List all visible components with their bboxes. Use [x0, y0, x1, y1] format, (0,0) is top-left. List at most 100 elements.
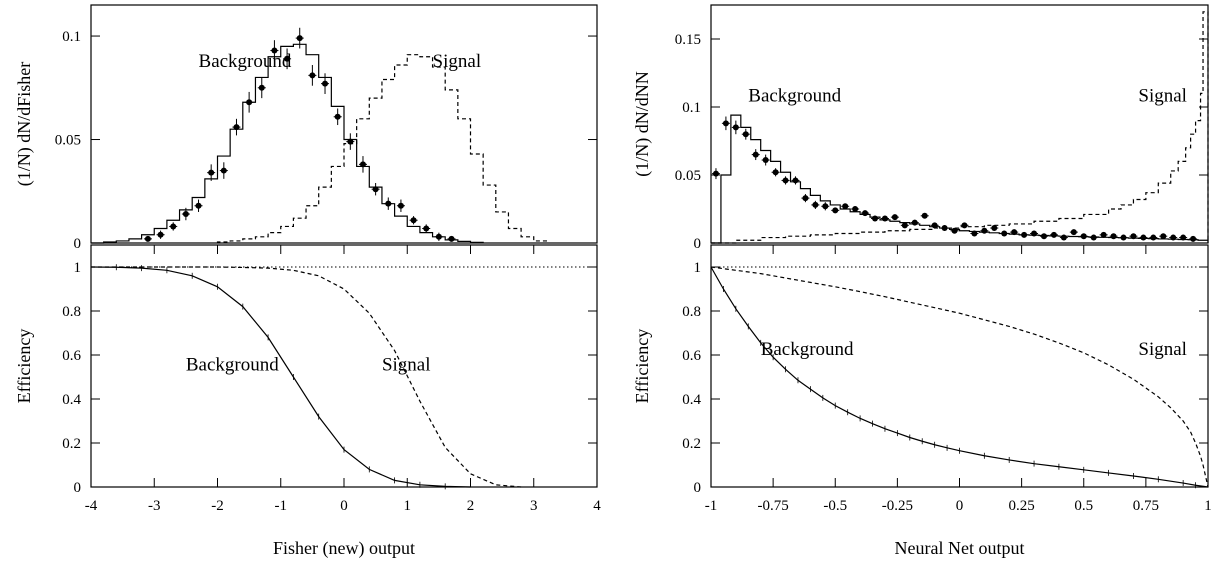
data-point — [271, 47, 278, 54]
data-point — [881, 215, 888, 222]
data-point — [1090, 234, 1097, 241]
x-tick-label: 0 — [340, 498, 348, 514]
data-point — [911, 219, 918, 226]
data-point — [842, 203, 849, 210]
annotation-background: Background — [748, 86, 841, 107]
y-tick-label: 0.05 — [675, 168, 701, 184]
data-point — [772, 169, 779, 176]
y-axis-label: (1/N) dN/dFisher — [14, 62, 35, 187]
data-point — [157, 231, 164, 238]
y-axis-label: Efficiency — [632, 329, 652, 404]
data-point — [220, 167, 227, 174]
annotation-signal: Signal — [1138, 86, 1187, 107]
annotation-signal: Signal — [433, 51, 482, 72]
series-background-eff — [710, 266, 1209, 488]
data-point — [359, 161, 366, 168]
x-tick-label: 1 — [404, 498, 412, 514]
data-point — [296, 35, 303, 42]
y-tick-label: 0.4 — [62, 392, 81, 408]
y-tick-label: 0.4 — [682, 392, 701, 408]
y-tick-label: 0 — [74, 236, 82, 252]
y-tick-label: 0.05 — [55, 133, 81, 149]
data-point — [722, 120, 729, 127]
x-tick-label: 4 — [593, 498, 601, 514]
data-point — [284, 55, 291, 62]
x-axis-label: Fisher (new) output — [273, 538, 415, 559]
data-point — [372, 186, 379, 193]
series-background-data — [143, 27, 456, 242]
x-tick-label: 0.25 — [1009, 498, 1035, 514]
y-tick-label: 0.2 — [62, 436, 81, 452]
data-point — [385, 200, 392, 207]
data-point — [144, 235, 151, 242]
data-point — [812, 201, 819, 208]
series-background-eff — [90, 266, 471, 488]
data-point — [435, 233, 442, 240]
series-background-mc — [91, 43, 484, 244]
data-point — [448, 235, 455, 242]
x-tick-label: -1 — [275, 498, 288, 514]
annotation-signal: Signal — [382, 354, 431, 375]
data-point — [991, 225, 998, 232]
x-tick-label: -0.5 — [823, 498, 847, 514]
data-point — [852, 206, 859, 212]
plot-frame — [90, 4, 598, 244]
data-point — [712, 170, 719, 177]
data-point — [1040, 233, 1047, 240]
x-tick-label: -0.25 — [882, 498, 913, 514]
x-tick-label: 0.5 — [1074, 498, 1093, 514]
data-point — [1001, 230, 1008, 237]
x-axis-label: Neural Net output — [895, 538, 1025, 558]
x-tick-label: -4 — [85, 498, 98, 514]
data-point — [322, 80, 329, 87]
y-tick-label: 0.8 — [682, 304, 701, 320]
data-point — [1021, 231, 1028, 238]
data-point — [397, 202, 404, 209]
y-tick-label: 1 — [694, 260, 702, 276]
y-tick-label: 0.1 — [682, 100, 701, 116]
panel-bottom-left: 0 0.2 0.4 0.6 0.8 1 -4 -3 -2 -1 0 1 2 3 4 Efficiency Fis… — [14, 244, 601, 559]
data-point — [802, 195, 809, 202]
series-signal-eff — [710, 266, 1209, 488]
data-point — [423, 225, 430, 232]
data-point — [1070, 229, 1077, 236]
data-point — [762, 157, 769, 164]
series-signal — [216, 54, 547, 243]
y-axis-label: (1/N) dN/dNN — [632, 71, 653, 177]
data-point — [822, 203, 829, 210]
data-point — [752, 151, 759, 158]
series-signal-eff — [91, 266, 522, 488]
data-point — [258, 84, 265, 91]
panel-top-right: 0 0.05 0.1 0.15 (1/N) dN/dNN Background Signal — [632, 4, 1209, 252]
x-tick-label: 2 — [467, 498, 475, 514]
data-point — [410, 217, 417, 224]
data-point — [742, 131, 749, 138]
data-point — [1170, 234, 1177, 241]
data-point — [951, 227, 958, 234]
data-point — [309, 72, 316, 79]
data-point — [208, 169, 215, 176]
plot-frame — [710, 4, 1209, 244]
x-tick-label: 3 — [530, 498, 538, 514]
y-tick-label: 0.8 — [62, 304, 81, 320]
data-point — [246, 99, 253, 106]
data-point — [931, 222, 938, 229]
x-tick-label: -2 — [211, 498, 224, 514]
data-point — [1060, 234, 1067, 241]
data-point — [170, 223, 177, 230]
y-tick-label: 0 — [694, 480, 702, 496]
data-point — [1160, 233, 1167, 240]
y-tick-label: 1 — [74, 260, 82, 276]
y-tick-label: 0.6 — [62, 348, 81, 364]
data-point — [1130, 233, 1137, 240]
x-tick-label: -1 — [705, 498, 718, 514]
data-point — [981, 227, 988, 234]
x-tick-label: 0.75 — [1133, 498, 1159, 514]
x-tick-label: 1 — [1204, 498, 1212, 514]
data-point — [872, 215, 879, 222]
y-tick-label: 0 — [694, 236, 702, 252]
annotation-background: Background — [761, 339, 854, 360]
data-point — [1190, 235, 1197, 242]
x-tick-label: -3 — [148, 498, 161, 514]
